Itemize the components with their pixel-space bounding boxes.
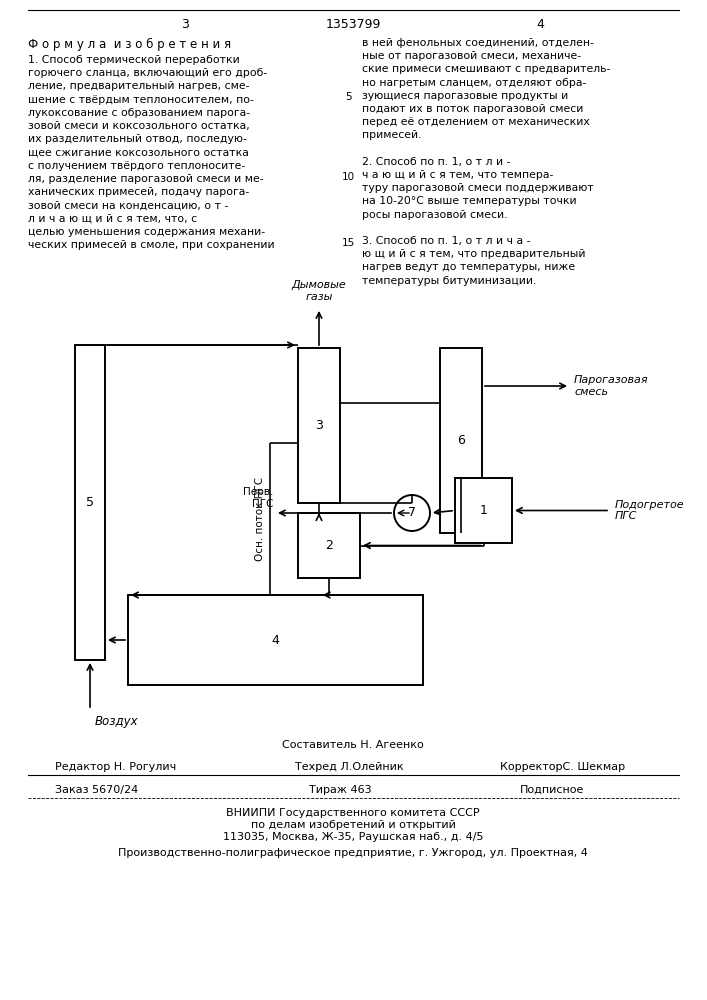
Text: Ф о р м у л а  и з о б р е т е н и я: Ф о р м у л а и з о б р е т е н и я — [28, 38, 231, 51]
Text: с получением твёрдого теплоносите-: с получением твёрдого теплоносите- — [28, 161, 245, 171]
Text: перед её отделением от механических: перед её отделением от механических — [362, 117, 590, 127]
Text: ханических примесей, подачу парога-: ханических примесей, подачу парога- — [28, 187, 250, 197]
Text: 3. Способ по п. 1, о т л и ч а -: 3. Способ по п. 1, о т л и ч а - — [362, 236, 530, 246]
Bar — [455, 478, 512, 543]
Text: ч а ю щ и й с я тем, что темпера-: ч а ю щ и й с я тем, что темпера- — [362, 170, 554, 180]
Text: Тираж 463: Тираж 463 — [309, 785, 371, 795]
Text: 113035, Москва, Ж-35, Раушская наб., д. 4/5: 113035, Москва, Ж-35, Раушская наб., д. … — [223, 832, 484, 842]
Text: лукоксование с образованием парога-: лукоксование с образованием парога- — [28, 108, 250, 118]
Text: зовой смеси и коксозольного остатка,: зовой смеси и коксозольного остатка, — [28, 121, 250, 131]
Text: температуры битуминизации.: температуры битуминизации. — [362, 276, 537, 286]
Text: Заказ 5670/24: Заказ 5670/24 — [55, 785, 139, 795]
Text: л и ч а ю щ и й с я тем, что, с: л и ч а ю щ и й с я тем, что, с — [28, 213, 197, 223]
Text: Парогазовая
смесь: Парогазовая смесь — [574, 375, 648, 397]
Text: Дымовые
газы: Дымовые газы — [291, 280, 346, 302]
Bar — [75, 345, 105, 660]
Text: 15: 15 — [341, 238, 355, 248]
Text: ВНИИПИ Государственного комитета СССР: ВНИИПИ Государственного комитета СССР — [226, 808, 480, 818]
Text: Производственно-полиграфическое предприятие, г. Ужгород, ул. Проектная, 4: Производственно-полиграфическое предприя… — [118, 848, 588, 858]
Text: подают их в поток парогазовой смеси: подают их в поток парогазовой смеси — [362, 104, 583, 114]
Text: 2: 2 — [325, 539, 333, 552]
Text: 1: 1 — [479, 504, 487, 517]
Text: 3: 3 — [315, 419, 323, 432]
Text: Составитель Н. Агеенко: Составитель Н. Агеенко — [282, 740, 424, 750]
Text: ление, предварительный нагрев, сме-: ление, предварительный нагрев, сме- — [28, 81, 250, 91]
Text: Подписное: Подписное — [520, 785, 585, 795]
Text: по делам изобретений и открытий: по делам изобретений и открытий — [250, 820, 455, 830]
Text: Подогретое
ПГС: Подогретое ПГС — [615, 500, 684, 521]
Text: нагрев ведут до температуры, ниже: нагрев ведут до температуры, ниже — [362, 262, 575, 272]
Text: 2. Способ по п. 1, о т л и -: 2. Способ по п. 1, о т л и - — [362, 157, 510, 167]
Text: туру парогазовой смеси поддерживают: туру парогазовой смеси поддерживают — [362, 183, 594, 193]
Text: но нагретым сланцем, отделяют обра-: но нагретым сланцем, отделяют обра- — [362, 78, 586, 88]
Text: ские примеси смешивают с предваритель-: ские примеси смешивают с предваритель- — [362, 64, 610, 74]
Text: 1353799: 1353799 — [325, 18, 380, 31]
Text: 1. Способ термической переработки: 1. Способ термической переработки — [28, 55, 240, 65]
Text: в ней фенольных соединений, отделен-: в ней фенольных соединений, отделен- — [362, 38, 594, 48]
Text: на 10-20°С выше температуры точки: на 10-20°С выше температуры точки — [362, 196, 577, 206]
Text: зовой смеси на конденсацию, о т -: зовой смеси на конденсацию, о т - — [28, 200, 228, 210]
Text: ные от парогазовой смеси, механиче-: ные от парогазовой смеси, механиче- — [362, 51, 581, 61]
Text: примесей.: примесей. — [362, 130, 421, 140]
Text: щее сжигание коксозольного остатка: щее сжигание коксозольного остатка — [28, 147, 249, 157]
Bar — [128, 595, 423, 685]
Text: 4: 4 — [536, 18, 544, 31]
Text: 4: 4 — [271, 634, 279, 647]
Text: их разделительный отвод, последую-: их разделительный отвод, последую- — [28, 134, 247, 144]
Text: ля, разделение парогазовой смеси и ме-: ля, разделение парогазовой смеси и ме- — [28, 174, 264, 184]
Text: Воздух: Воздух — [95, 715, 139, 728]
Circle shape — [394, 495, 430, 531]
Text: Осн. поток ПГС: Осн. поток ПГС — [255, 477, 265, 561]
Text: целью уменьшения содержания механи-: целью уменьшения содержания механи- — [28, 227, 265, 237]
Text: Перв.
ПГС: Перв. ПГС — [243, 487, 273, 509]
Text: 3: 3 — [181, 18, 189, 31]
Text: Техред Л.Олейник: Техред Л.Олейник — [295, 762, 404, 772]
Text: росы парогазовой смеси.: росы парогазовой смеси. — [362, 210, 508, 220]
Text: 7: 7 — [408, 506, 416, 520]
Text: 5: 5 — [86, 496, 94, 509]
Text: КорректорС. Шекмар: КорректорС. Шекмар — [500, 762, 625, 772]
Text: 5: 5 — [345, 92, 351, 102]
Bar — [298, 348, 340, 503]
Bar — [440, 348, 482, 533]
Text: 6: 6 — [457, 434, 465, 447]
Bar — [298, 513, 360, 578]
Text: ческих примесей в смоле, при сохранении: ческих примесей в смоле, при сохранении — [28, 240, 274, 250]
Text: 10: 10 — [341, 172, 355, 182]
Text: шение с твёрдым теплоносителем, по-: шение с твёрдым теплоносителем, по- — [28, 95, 254, 105]
Text: горючего сланца, включающий его дроб-: горючего сланца, включающий его дроб- — [28, 68, 267, 78]
Text: Редактор Н. Рогулич: Редактор Н. Рогулич — [55, 762, 176, 772]
Text: ю щ и й с я тем, что предварительный: ю щ и й с я тем, что предварительный — [362, 249, 585, 259]
Text: зующиеся парогазовые продукты и: зующиеся парогазовые продукты и — [362, 91, 568, 101]
